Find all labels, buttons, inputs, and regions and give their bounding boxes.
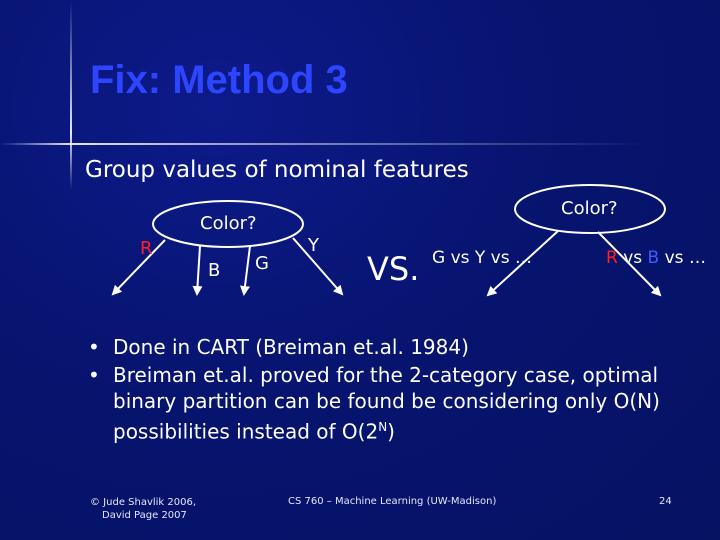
right-root-node [514, 184, 666, 234]
branch-label-r: R [140, 238, 153, 259]
footer-copyright: © Jude Shavlik 2006, David Page 2007 [90, 496, 196, 522]
left-root-node [152, 200, 304, 248]
branch-arrow-right-group [597, 231, 662, 297]
bullet-superscript: N [378, 420, 388, 434]
bullet-text: Breiman et.al. proved for the 2-category… [113, 363, 660, 444]
footer-course: CS 760 – Machine Learning (UW-Madison) [288, 496, 497, 507]
branch-label-y: Y [308, 235, 319, 256]
group-label-right: R vs B vs … [606, 248, 706, 268]
bullet-text: Done in CART (Breiman et.al. 1984) [113, 335, 469, 359]
bullet-item: Breiman et.al. proved for the 2-category… [88, 362, 698, 445]
branch-label-g: G [255, 253, 269, 274]
branch-arrow-y [292, 237, 344, 296]
bullet-item: Done in CART (Breiman et.al. 1984) [88, 334, 698, 360]
branch-arrow-r [111, 239, 166, 296]
group-separator-2: vs … [659, 248, 706, 268]
page-number: 24 [659, 496, 672, 507]
copyright-line-1: © Jude Shavlik 2006, [90, 497, 197, 508]
group-value-r: R [606, 248, 618, 268]
bullet-text-end: ) [387, 419, 395, 444]
group-value-b: B [647, 248, 660, 268]
bullet-list: Done in CART (Breiman et.al. 1984) Breim… [88, 334, 698, 447]
branch-arrow-left-group [486, 230, 559, 297]
group-label-left: G vs Y vs … [432, 248, 533, 268]
slide-subtitle: Group values of nominal features [85, 157, 469, 183]
branch-arrow-g [240, 245, 251, 296]
decorative-horizontal-line [0, 143, 720, 145]
copyright-line-2: David Page 2007 [102, 510, 187, 521]
group-separator-1: vs [617, 248, 648, 268]
decorative-vertical-line [70, 0, 72, 190]
branch-label-b: B [208, 260, 221, 281]
slide-title: Fix: Method 3 [90, 58, 348, 102]
right-root-label: Color? [561, 198, 618, 219]
left-root-label: Color? [200, 213, 257, 234]
vs-label: VS. [367, 250, 420, 288]
branch-arrow-b [192, 245, 203, 296]
